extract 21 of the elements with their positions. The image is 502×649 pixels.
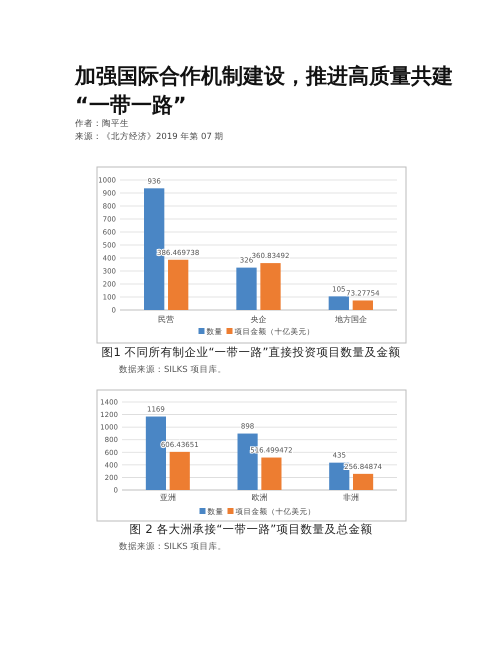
bar — [328, 296, 349, 310]
source-note: 数据来源：SILKS 项目库。 — [119, 364, 226, 375]
x-tick-label: 欧洲 — [252, 493, 268, 502]
text: 作者：陶平生 — [74, 118, 129, 129]
bar — [168, 260, 188, 310]
x-tick-label: 非洲 — [343, 493, 360, 502]
x-tick-label: 地方国企 — [334, 315, 367, 324]
bar — [170, 452, 190, 490]
x-tick-label: 亚洲 — [160, 493, 176, 502]
source-note: 数据来源：SILKS 项目库。 — [119, 541, 226, 552]
bar — [261, 458, 282, 490]
bar — [352, 300, 373, 310]
bar — [353, 474, 374, 490]
bar — [260, 263, 281, 310]
x-tick-label: 央企 — [250, 315, 266, 324]
x-tick-label: 民营 — [158, 315, 174, 324]
text: 加强国际合作机制建设，推进高质量共建“一带一路” — [74, 64, 453, 117]
bar — [236, 268, 257, 310]
text: 图 2 各大洲承接“一带一路”项目数量及总金额 — [130, 522, 372, 536]
text: 图1 不同所有制企业“一带一路”直接投资项目数量及金额 — [102, 345, 400, 359]
source-note: 来源：《北方经济》2019 年第 07 期 — [75, 131, 224, 142]
